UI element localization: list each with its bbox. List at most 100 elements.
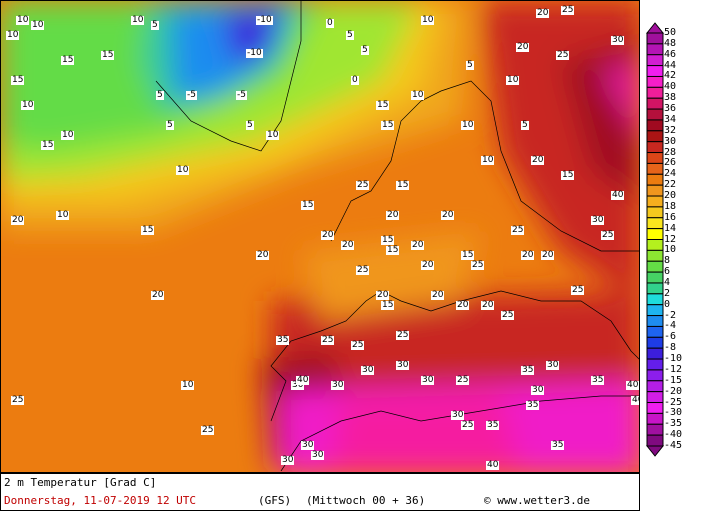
temperature-value: 0 — [326, 18, 334, 28]
temperature-value: 20 — [321, 230, 335, 240]
temperature-value: 15 — [461, 250, 475, 260]
legend-label: 50 — [664, 27, 677, 38]
temperature-value: 15 — [561, 170, 575, 180]
legend-label: 20 — [664, 190, 677, 202]
legend-label: 40 — [664, 81, 677, 93]
legend-swatch — [646, 32, 664, 45]
temperature-value: 10 — [61, 130, 75, 140]
legend-label: 46 — [664, 48, 677, 60]
temperature-value: 20 — [456, 300, 470, 310]
temperature-value: 10 — [131, 15, 145, 25]
temperature-value: 5 — [521, 120, 529, 130]
temperature-value: 5 — [466, 60, 474, 70]
legend-swatch — [646, 260, 664, 273]
temperature-map: 10 10 10 15 10 5 0 -10 5 5 0 10 20 25 20 25 30 10 -10 5 15 15… — [0, 0, 640, 473]
temperature-value: 10 — [481, 155, 495, 165]
temperature-value: 15 — [376, 100, 390, 110]
legend-label: 8 — [664, 255, 671, 267]
copyright-link[interactable]: © www.wetter3.de — [484, 494, 590, 507]
temperature-value: 10 — [16, 15, 30, 25]
legend-swatch — [646, 130, 664, 143]
temperature-value: 15 — [396, 180, 410, 190]
temperature-value: 25 — [461, 420, 475, 430]
temperature-value: 40 — [626, 380, 639, 390]
temperature-value: 20 — [11, 215, 25, 225]
temperature-value: 15 — [381, 235, 395, 245]
temperature-value: 15 — [61, 55, 75, 65]
temperature-value: 20 — [521, 250, 535, 260]
temperature-value: 25 — [356, 265, 370, 275]
legend-label: 24 — [664, 168, 677, 180]
temperature-value: 30 — [396, 360, 410, 370]
temperature-value: 20 — [431, 290, 445, 300]
legend-arrow — [645, 22, 665, 34]
legend-label: 42 — [664, 70, 677, 82]
temperature-value: 20 — [386, 210, 400, 220]
temperature-value: 25 — [456, 375, 470, 385]
legend-swatch — [646, 162, 664, 175]
temperature-value: 20 — [376, 290, 390, 300]
legend-label: 0 — [664, 298, 671, 310]
temperature-value: 30 — [591, 215, 605, 225]
temperature-value: 10 — [56, 210, 70, 220]
legend-swatch — [646, 336, 664, 349]
map-footer: 2 m Temperatur [Grad C] Donnerstag, 11-0… — [0, 473, 640, 511]
legend-colorbar — [645, 22, 665, 457]
temperature-value: 30 — [291, 380, 305, 390]
legend-swatch — [646, 206, 664, 219]
legend-label: 26 — [664, 157, 677, 169]
temperature-value: 20 — [256, 250, 270, 260]
temperature-value: 10 — [461, 120, 475, 130]
temperature-value: 30 — [311, 450, 325, 460]
temperature-value: 25 — [471, 260, 485, 270]
temperature-value: 5 — [361, 45, 369, 55]
temperature-value: 20 — [441, 210, 455, 220]
temperature-value: 20 — [411, 240, 425, 250]
temperature-value: 0 — [351, 75, 359, 85]
legend-label: -30 — [664, 407, 683, 419]
legend-swatch — [646, 86, 664, 99]
temperature-value: 10 — [506, 75, 520, 85]
temperature-value: 20 — [516, 42, 530, 52]
legend-swatch — [646, 325, 664, 338]
legend-label: 4 — [664, 276, 671, 288]
temperature-value: 30 — [531, 385, 545, 395]
temperature-value: 10 — [31, 20, 45, 30]
temperature-value: 35 — [521, 365, 535, 375]
temperature-value: 30 — [421, 375, 435, 385]
temperature-value: -10 — [246, 48, 263, 58]
legend-label: -35 — [664, 418, 683, 430]
legend-label: -15 — [664, 374, 683, 386]
temperature-value: 15 — [381, 300, 395, 310]
temperature-value: 25 — [396, 330, 410, 340]
legend-swatch — [646, 380, 664, 393]
temperature-value: -5 — [186, 90, 197, 100]
legend-label: 16 — [664, 211, 677, 223]
temperature-value: 25 — [356, 180, 370, 190]
legend-swatch — [646, 391, 664, 404]
legend-label: 34 — [664, 113, 677, 125]
temperature-value: 35 — [276, 335, 290, 345]
legend-label: 12 — [664, 233, 677, 245]
temperature-value: 25 — [321, 335, 335, 345]
temperature-value: 15 — [141, 225, 155, 235]
temperature-value: 30 — [331, 380, 345, 390]
temperature-value: 15 — [381, 120, 395, 130]
temperature-value: 25 — [561, 5, 575, 15]
temperature-value: 35 — [551, 440, 565, 450]
temperature-value: 5 — [151, 20, 159, 30]
temperature-value: 20 — [536, 8, 550, 18]
legend-swatch — [646, 358, 664, 371]
legend-swatch — [646, 304, 664, 317]
legend-swatch — [646, 65, 664, 77]
legend-swatch — [646, 239, 664, 251]
temperature-value: 10 — [176, 165, 190, 175]
legend-label: 44 — [664, 59, 677, 71]
legend-swatch — [646, 43, 664, 56]
legend-swatch — [646, 152, 664, 164]
temperature-value: 20 — [531, 155, 545, 165]
model-name: (GFS) — [258, 494, 292, 507]
legend-swatch — [646, 402, 664, 414]
temperature-value: 30 — [361, 365, 375, 375]
temperature-value: 20 — [541, 250, 555, 260]
